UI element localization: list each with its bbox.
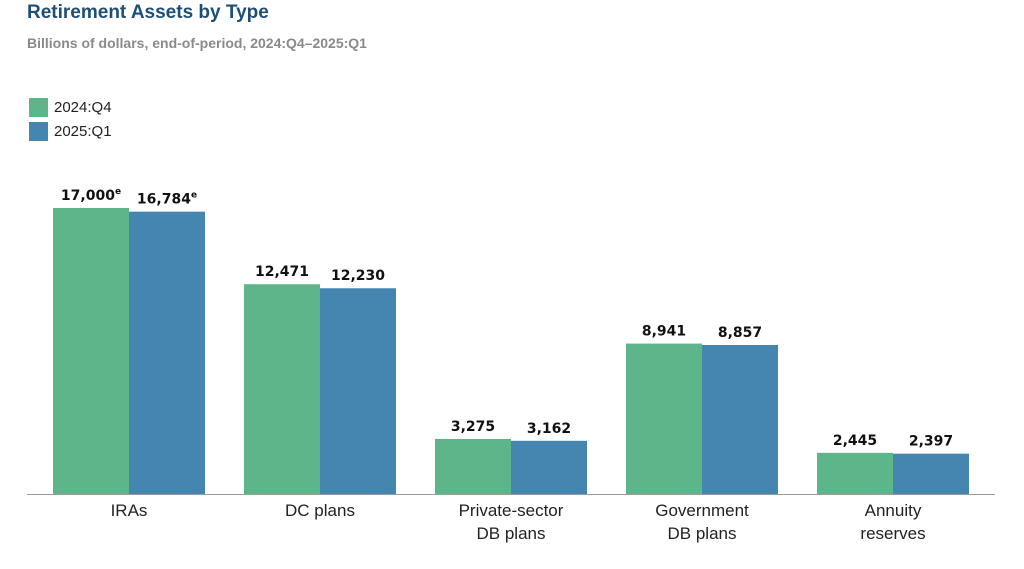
bar-1-0 [244,284,320,494]
category-label-1-0: DC plans [285,501,355,520]
value-label-1-1: 12,230 [331,268,385,284]
value-label-2-1: 3,162 [527,421,571,437]
category-label-3-1: DB plans [668,524,737,543]
category-label-0-0: IRAs [111,501,148,520]
legend-item-2025q1: 2025:Q1 [29,119,112,143]
legend: 2024:Q4 2025:Q1 [29,95,112,143]
legend-item-2024q4: 2024:Q4 [29,95,112,119]
bar-0-1 [129,211,205,494]
category-label-2-0: Private-sector [459,501,564,520]
legend-label-2025q1: 2025:Q1 [54,122,112,140]
bar-2-1 [511,440,587,494]
bar-4-1 [893,453,969,494]
value-label-2-0: 3,275 [451,419,495,435]
value-label-3-1: 8,857 [718,325,762,341]
category-label-3-0: Government [655,501,749,520]
bar-3-1 [702,344,778,494]
value-label-0-0: 17,000e [61,187,121,204]
category-label-4-1: reserves [860,524,925,543]
chart-subtitle: Billions of dollars, end-of-period, 2024… [27,35,367,51]
legend-swatch-2024q4 [29,97,48,117]
legend-swatch-2025q1 [29,121,48,141]
bar-0-0 [53,208,129,494]
bar-4-0 [817,452,893,494]
value-label-4-0: 2,445 [833,433,877,449]
category-label-4-0: Annuity [865,501,922,520]
category-label-2-1: DB plans [477,524,546,543]
bar-2-0 [435,438,511,494]
bar-1-1 [320,288,396,494]
value-label-0-1: 16,784e [137,191,197,208]
legend-label-2024q4: 2024:Q4 [54,98,112,116]
value-label-4-1: 2,397 [909,434,953,450]
bar-3-0 [626,343,702,494]
chart-title: Retirement Assets by Type [27,2,269,23]
value-label-3-0: 8,941 [642,324,686,340]
value-label-1-0: 12,471 [255,264,309,280]
